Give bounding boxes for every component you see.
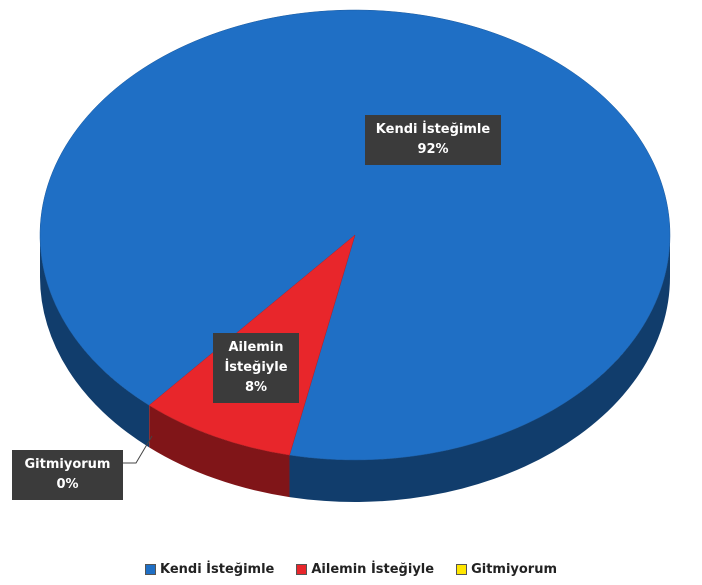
data-label: Ailemin İsteğiyle 8% [213, 333, 299, 403]
legend-item: Ailemin İsteğiyle [296, 562, 434, 577]
legend-swatch [296, 564, 308, 575]
legend: Kendi İsteğimle Ailemin İsteğiyle Gitmiyor… [0, 562, 702, 577]
label-value: 8% [244, 380, 268, 395]
label-name: Kendi İsteğimle [375, 122, 491, 137]
slice-side [40, 235, 150, 448]
data-label: Gitmiyorum 0% [12, 450, 123, 500]
label-value: 92% [417, 142, 449, 157]
label-value: 0% [56, 477, 79, 492]
legend-swatch [144, 564, 156, 575]
label-name: Gitmiyorum [24, 457, 111, 472]
leader-line [123, 435, 153, 464]
legend-label: Kendi İsteğimle [159, 562, 275, 577]
label-name: Ailemin İsteğiyle [224, 340, 288, 375]
data-label: Kendi İsteğimle 92% [365, 115, 501, 165]
legend-item: Kendi İsteğimle [144, 562, 275, 577]
slice-side [289, 235, 670, 503]
legend-label: Gitmiyorum [471, 562, 558, 577]
legend-label: Ailemin İsteğiyle [311, 562, 435, 577]
legend-item: Gitmiyorum [456, 562, 557, 577]
slice-side [149, 405, 290, 498]
legend-swatch [456, 564, 468, 575]
